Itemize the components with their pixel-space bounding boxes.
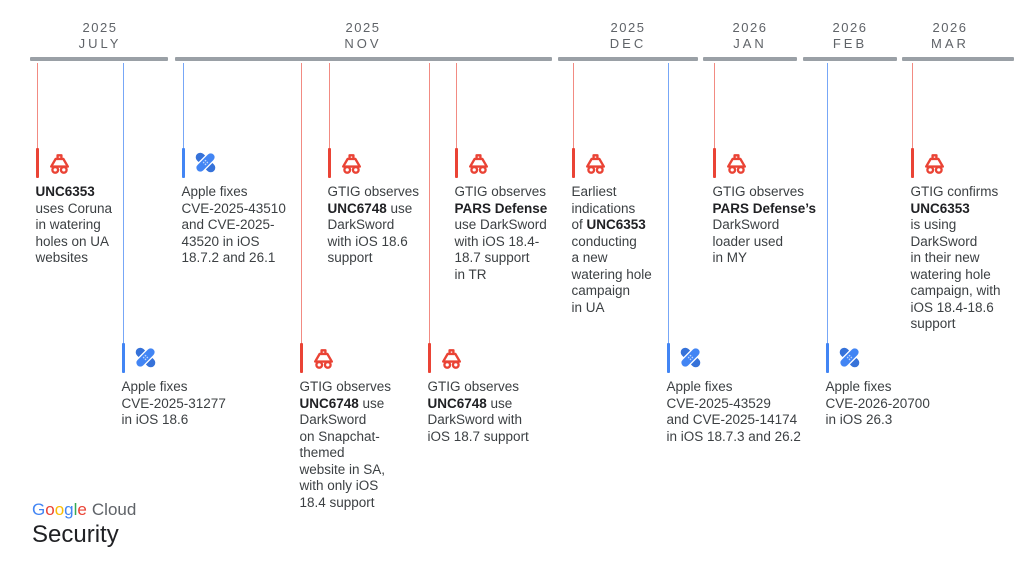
month-name-text: MAR bbox=[931, 36, 969, 51]
event-tick-mark bbox=[712, 148, 716, 178]
apple-patch-icon bbox=[132, 344, 159, 376]
event-text: GTIG observes UNC6748 use DarkSword with iO… bbox=[427, 379, 529, 444]
timeline-connector-line bbox=[123, 63, 125, 343]
threat-activity-icon bbox=[338, 149, 365, 181]
event-tick-mark bbox=[910, 148, 914, 178]
event-text: Earliest indications of UNC6353 conducting a… bbox=[571, 184, 652, 315]
event-text: Apple fixes CVE-2025-43529 and CVE-2025-14… bbox=[666, 379, 801, 444]
month-name-text: DEC bbox=[609, 36, 647, 51]
event-text: GTIG observes UNC6748 use DarkSword on Snap… bbox=[299, 379, 392, 510]
event-text: Apple fixes CVE-2025-31277 in iOS 18.6 bbox=[121, 379, 226, 427]
event-text: Apple fixes CVE-2026-20700 in iOS 26.3 bbox=[825, 379, 930, 427]
timeline-bar bbox=[902, 57, 1014, 61]
timeline-bar bbox=[558, 57, 698, 61]
google-cloud-wordmark: Google Cloud bbox=[32, 500, 136, 520]
google-letter: o bbox=[45, 500, 55, 519]
timeline-connector-line bbox=[329, 63, 331, 148]
google-cloud-security-logo: Google Cloud Security bbox=[32, 500, 136, 549]
event-tick-mark bbox=[299, 343, 303, 373]
timeline-connector-line bbox=[573, 63, 575, 148]
month-year-text: 2025 bbox=[82, 20, 118, 35]
timeline-connector-line bbox=[668, 63, 670, 343]
event-text: Apple fixes CVE-2025-43510 and CVE-2025- 43… bbox=[181, 184, 286, 265]
month-label: 2025 JULY bbox=[79, 20, 122, 52]
apple-patch-icon bbox=[677, 344, 704, 376]
event-tick-mark bbox=[327, 148, 331, 178]
event-tick-mark bbox=[121, 343, 125, 373]
timeline-connector-line bbox=[301, 63, 303, 343]
event-text: GTIG observes UNC6748 use DarkSword with iO… bbox=[327, 184, 420, 265]
event-text: UNC6353 uses Coruna in watering holes on UA… bbox=[35, 184, 113, 265]
threat-activity-icon bbox=[921, 149, 948, 181]
timeline-connector-line bbox=[714, 63, 716, 148]
month-label: 2026 FEB bbox=[833, 20, 868, 52]
month-label: 2025 DEC bbox=[610, 20, 646, 52]
month-year-text: 2025 bbox=[610, 20, 646, 35]
event-text: GTIG confirms UNC6353 is using DarkSword in … bbox=[910, 184, 1001, 331]
month-label: 2025 NOV bbox=[344, 20, 381, 52]
event-text: GTIG observes PARS Defense use DarkSword wi… bbox=[454, 184, 548, 282]
google-letter: o bbox=[54, 500, 65, 519]
threat-activity-icon bbox=[46, 149, 73, 181]
event-text: GTIG observes PARS Defense’s DarkSword load… bbox=[712, 184, 817, 265]
threat-activity-icon bbox=[465, 149, 492, 181]
month-name-text: FEB bbox=[832, 36, 868, 51]
timeline-connector-line bbox=[827, 63, 829, 343]
timeline-connector-line bbox=[456, 63, 458, 148]
threat-activity-icon bbox=[438, 344, 465, 376]
month-name-text: JAN bbox=[733, 36, 767, 51]
month-year-text: 2026 bbox=[932, 20, 968, 35]
month-year-text: 2025 bbox=[345, 20, 381, 35]
event-tick-mark bbox=[35, 148, 39, 178]
month-name-text: JULY bbox=[78, 36, 122, 51]
event-tick-mark bbox=[181, 148, 185, 178]
google-letter: l bbox=[73, 500, 78, 519]
timeline-connector-line bbox=[912, 63, 914, 148]
timeline-bar bbox=[175, 57, 552, 61]
apple-patch-icon bbox=[192, 149, 219, 181]
google-letter: G bbox=[32, 500, 46, 519]
google-letter: g bbox=[64, 500, 74, 519]
security-wordmark: Security bbox=[32, 521, 119, 548]
threat-activity-icon bbox=[310, 344, 337, 376]
event-tick-mark bbox=[454, 148, 458, 178]
event-tick-mark bbox=[666, 343, 670, 373]
threat-activity-icon bbox=[723, 149, 750, 181]
timeline-bar bbox=[703, 57, 797, 61]
timeline-bar bbox=[30, 57, 168, 61]
event-tick-mark bbox=[825, 343, 829, 373]
timeline-bar bbox=[803, 57, 897, 61]
timeline-connector-line bbox=[183, 63, 185, 148]
google-letter: e bbox=[77, 500, 87, 519]
month-label: 2026 JAN bbox=[733, 20, 768, 52]
month-label: 2026 MAR bbox=[931, 20, 969, 52]
month-year-text: 2026 bbox=[832, 20, 868, 35]
threat-activity-icon bbox=[582, 149, 609, 181]
apple-patch-icon bbox=[836, 344, 863, 376]
month-name-text: NOV bbox=[344, 36, 382, 51]
month-year-text: 2026 bbox=[732, 20, 768, 35]
google-wordmark: Google bbox=[32, 500, 87, 519]
timeline-connector-line bbox=[37, 63, 39, 148]
event-tick-mark bbox=[571, 148, 575, 178]
timeline-connector-line bbox=[429, 63, 431, 343]
cloud-wordmark: Cloud bbox=[91, 500, 137, 519]
event-tick-mark bbox=[427, 343, 431, 373]
